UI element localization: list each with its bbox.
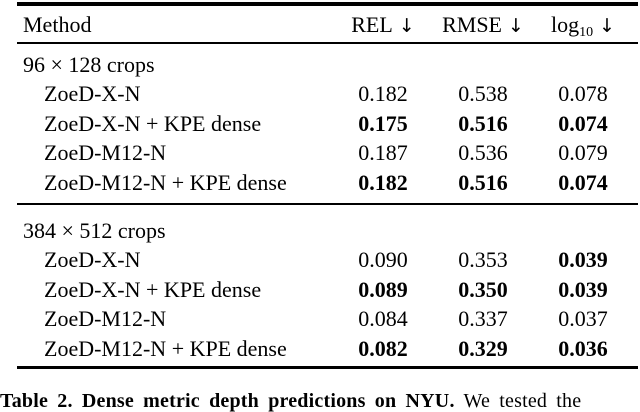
table-row: ZoeD-M12-N + KPE dense 0.082 0.329 0.036: [17, 334, 638, 364]
caption-bold-part: Table 2. Dense metric depth predictions …: [0, 390, 455, 412]
value-cell: 0.039: [558, 247, 608, 273]
section-header-row: 384 × 512 crops: [17, 216, 638, 246]
value-cell: 0.337: [458, 306, 508, 332]
down-arrow-icon: ↓: [599, 15, 616, 37]
table-bottom-rule: [17, 365, 638, 369]
table-body: 96 × 128 crops ZoeD-X-N 0.182 0.538 0.078 Zoe…: [17, 50, 638, 364]
value-cell: 0.082: [358, 335, 408, 361]
value-cell: 0.536: [458, 140, 508, 166]
value-cell: 0.036: [558, 335, 608, 361]
value-cell: 0.329: [458, 335, 508, 361]
table-header-rule: [17, 42, 638, 44]
table-row: ZoeD-M12-N + KPE dense 0.182 0.516 0.074: [17, 168, 638, 198]
value-cell: 0.039: [558, 276, 608, 302]
table-caption: Table 2. Dense metric depth predictions …: [0, 391, 640, 411]
value-cell: 0.175: [358, 110, 408, 136]
col-header-rmse: RMSE ↓: [433, 12, 533, 42]
col-header-log10: log10 ↓: [533, 12, 633, 42]
caption-trailing-text: We tested the: [463, 390, 582, 412]
section-title: 384 × 512 crops: [23, 217, 166, 243]
caption-label: Table 2.: [0, 390, 73, 412]
down-arrow-icon: ↓: [398, 15, 415, 37]
method-cell: ZoeD-X-N + KPE dense: [44, 276, 262, 302]
method-cell: ZoeD-M12-N: [44, 306, 167, 332]
value-cell: 0.089: [358, 276, 408, 302]
section-title: 96 × 128 crops: [23, 51, 155, 77]
col-header-rel: REL ↓: [333, 12, 433, 42]
table-row: ZoeD-M12-N 0.084 0.337 0.037: [17, 305, 638, 335]
method-cell: ZoeD-M12-N + KPE dense: [44, 169, 287, 195]
value-cell: 0.079: [558, 140, 608, 166]
value-cell: 0.074: [558, 110, 608, 136]
method-cell: ZoeD-X-N: [44, 247, 141, 273]
value-cell: 0.187: [358, 140, 408, 166]
table-row: ZoeD-X-N 0.090 0.353 0.039: [17, 246, 638, 276]
col-header-log-label: log: [550, 12, 580, 37]
col-header-rel-label: REL: [351, 12, 393, 37]
method-cell: ZoeD-M12-N + KPE dense: [44, 335, 287, 361]
value-cell: 0.350: [458, 276, 508, 302]
value-cell: 0.037: [558, 306, 608, 332]
col-header-method: Method: [23, 12, 92, 37]
value-cell: 0.353: [458, 247, 508, 273]
table-row: ZoeD-X-N 0.182 0.538 0.078: [17, 80, 638, 110]
col-header-log-subscript: 10: [579, 25, 594, 40]
table-top-rule: [17, 2, 638, 6]
method-cell: ZoeD-M12-N: [44, 140, 167, 166]
value-cell: 0.516: [458, 110, 508, 136]
value-cell: 0.182: [358, 81, 408, 107]
table-row: ZoeD-X-N + KPE dense 0.089 0.350 0.039: [17, 275, 638, 305]
col-header-rmse-label: RMSE: [442, 12, 502, 37]
value-cell: 0.074: [558, 169, 608, 195]
value-cell: 0.078: [558, 81, 608, 107]
table-header-row: Method REL ↓ RMSE ↓ log10 ↓: [17, 8, 638, 42]
table-row: ZoeD-X-N + KPE dense 0.175 0.516 0.074: [17, 109, 638, 139]
method-cell: ZoeD-X-N: [44, 81, 141, 107]
value-cell: 0.084: [358, 306, 408, 332]
value-cell: 0.182: [358, 169, 408, 195]
down-arrow-icon: ↓: [508, 15, 524, 37]
value-cell: 0.090: [358, 247, 408, 273]
method-cell: ZoeD-X-N + KPE dense: [44, 110, 262, 136]
value-cell: 0.538: [458, 81, 508, 107]
section-divider-rule: [17, 202, 638, 205]
value-cell: 0.516: [458, 169, 508, 195]
table-row: ZoeD-M12-N 0.187 0.536 0.079: [17, 139, 638, 169]
caption-title: Dense metric depth predictions on NYU.: [81, 390, 455, 412]
section-header-row: 96 × 128 crops: [17, 50, 638, 80]
